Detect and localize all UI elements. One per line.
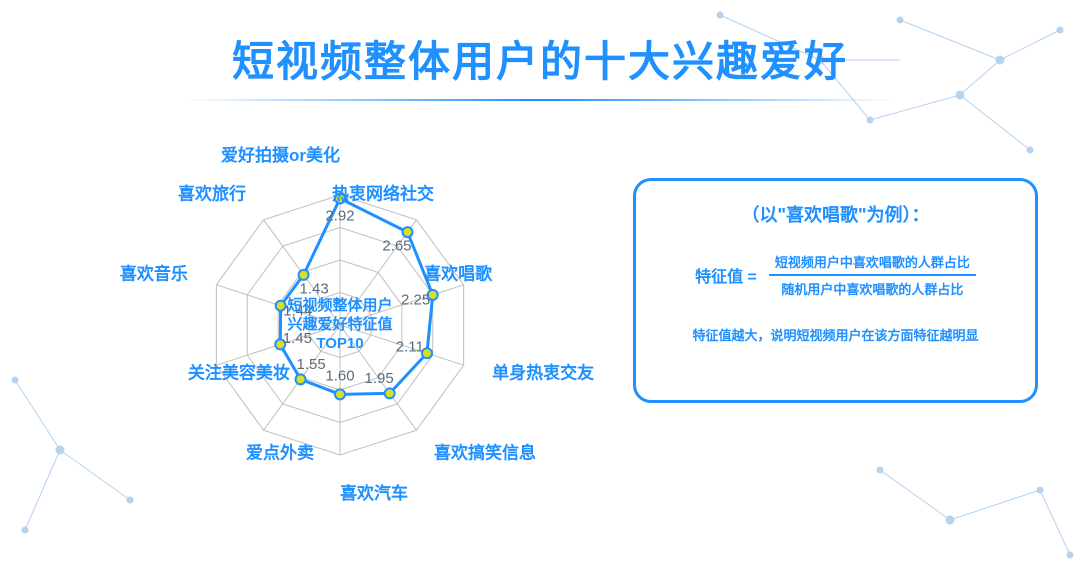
axis-label: 爱好拍摄or美化 xyxy=(221,145,340,165)
title-text: 短视频整体用户的十大兴趣爱好 xyxy=(0,28,1080,89)
value-label: 1.95 xyxy=(364,370,393,387)
explanation-note: 特征值越大，说明短视频用户在该方面特征越明显 xyxy=(658,325,1013,344)
formula-numerator: 短视频用户中喜欢唱歌的人群占比 xyxy=(769,249,976,274)
page-title: 短视频整体用户的十大兴趣爱好 xyxy=(0,28,1080,101)
explanation-header: （以"喜欢唱歌"为例）： xyxy=(658,201,1013,227)
value-label: 2.11 xyxy=(396,339,424,356)
axis-label: 爱点外卖 xyxy=(246,442,314,462)
value-label: 1.43 xyxy=(300,280,329,297)
axis-label: 热衷网络社交 xyxy=(332,184,434,204)
axis-label: 喜欢汽车 xyxy=(340,483,408,503)
axis-label: 单身热衷交友 xyxy=(492,362,594,382)
value-label: 2.25 xyxy=(401,291,430,308)
value-label: 1.55 xyxy=(296,356,325,373)
value-label: 1.45 xyxy=(283,330,312,347)
axis-label: 喜欢音乐 xyxy=(120,264,188,284)
axis-label: 关注美容美妆 xyxy=(188,362,290,382)
value-label: 1.60 xyxy=(325,367,354,384)
value-label: 2.92 xyxy=(325,207,354,224)
radar-chart: 2.92 2.65 2.25 2.111.95 1.601.55 1.45 1.44 1.43… xyxy=(80,105,600,545)
axis-label: 喜欢旅行 xyxy=(178,184,246,204)
title-underline xyxy=(180,99,900,101)
formula: 特征值 = 短视频用户中喜欢唱歌的人群占比 随机用户中喜欢唱歌的人群占比 xyxy=(658,249,1013,301)
explanation-box: （以"喜欢唱歌"为例）： 特征值 = 短视频用户中喜欢唱歌的人群占比 随机用户中… xyxy=(633,178,1038,403)
formula-lhs: 特征值 = xyxy=(695,263,757,287)
value-label: 1.44 xyxy=(283,302,312,319)
axis-label: 喜欢唱歌 xyxy=(424,264,493,284)
formula-denominator: 随机用户中喜欢唱歌的人群占比 xyxy=(769,276,976,301)
value-label: 2.65 xyxy=(382,238,411,255)
axis-label: 喜欢搞笑信息 xyxy=(434,442,536,462)
